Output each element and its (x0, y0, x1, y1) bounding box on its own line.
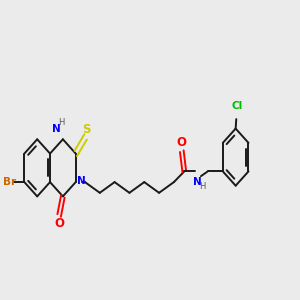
Text: H: H (58, 118, 64, 127)
Text: N: N (194, 177, 202, 187)
Text: H: H (199, 182, 206, 191)
Text: Br: Br (3, 177, 16, 187)
Text: S: S (82, 123, 91, 136)
Text: Cl: Cl (231, 101, 242, 111)
Text: O: O (54, 217, 64, 230)
Text: N: N (52, 124, 61, 134)
Text: O: O (177, 136, 187, 149)
Text: N: N (77, 176, 85, 186)
